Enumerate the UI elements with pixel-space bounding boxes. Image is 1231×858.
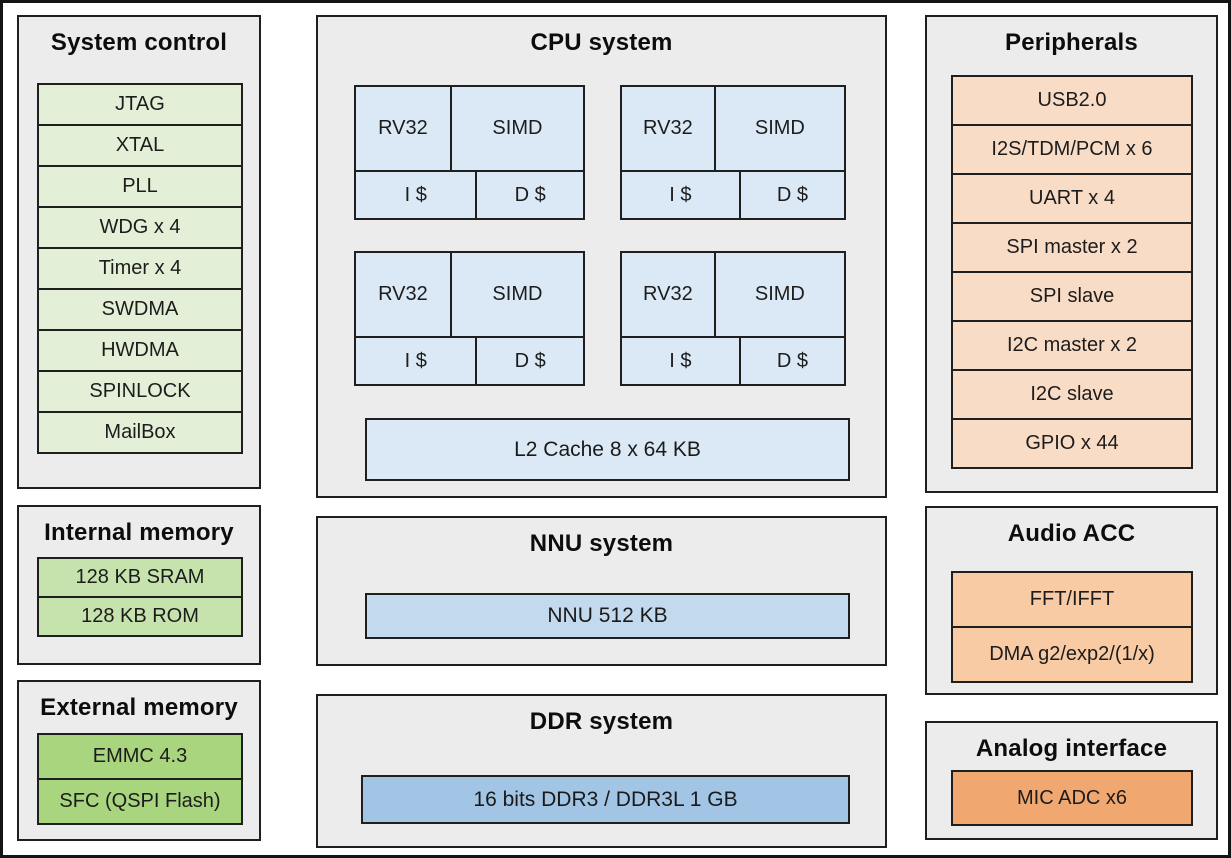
ddr-block: 16 bits DDR3 / DDR3L 1 GB [361, 775, 850, 824]
peripherals-title: Peripherals [1005, 29, 1138, 56]
panel-analog-interface: Analog interface MIC ADC x6 [925, 721, 1218, 840]
nnu-system-title: NNU system [529, 530, 674, 557]
simd-cell: SIMD [449, 251, 585, 338]
block-hwdma: HWDMA [37, 329, 243, 372]
block-spinlock: SPINLOCK [37, 370, 243, 413]
block-xtal: XTAL [37, 124, 243, 167]
icache-cell: I $ [354, 336, 478, 386]
cpu-core-grid: RV32 SIMD I $ D $ RV32 SIMD I $ D $ [354, 85, 848, 386]
simd-cell: SIMD [449, 85, 585, 172]
cpu-core: RV32 SIMD I $ D $ [354, 251, 587, 386]
rv32-cell: RV32 [620, 251, 716, 338]
cpu-core-cache-row: I $ D $ [620, 170, 848, 220]
block-pll: PLL [37, 165, 243, 208]
block-i2c-slave: I2C slave [951, 369, 1193, 420]
block-timer: Timer x 4 [37, 247, 243, 290]
system-control-title: System control [50, 29, 228, 56]
icache-cell: I $ [354, 170, 478, 220]
panel-system-control: System control JTAG XTAL PLL WDG x 4 Tim… [17, 15, 261, 489]
panel-internal-memory: Internal memory 128 KB SRAM 128 KB ROM [17, 505, 261, 665]
block-i2c-master: I2C master x 2 [951, 320, 1193, 371]
cpu-core-cache-row: I $ D $ [354, 170, 587, 220]
block-spi-master: SPI master x 2 [951, 222, 1193, 273]
block-uart: UART x 4 [951, 173, 1193, 224]
cpu-core-top-row: RV32 SIMD [354, 85, 587, 172]
peripherals-stack: USB2.0 I2S/TDM/PCM x 6 UART x 4 SPI mast… [951, 75, 1193, 469]
panel-external-memory: External memory EMMC 4.3 SFC (QSPI Flash… [17, 680, 261, 841]
block-fft: FFT/IFFT [951, 571, 1193, 628]
cpu-system-title: CPU system [530, 29, 673, 56]
block-swdma: SWDMA [37, 288, 243, 331]
internal-memory-title: Internal memory [44, 519, 234, 546]
rv32-cell: RV32 [354, 85, 452, 172]
block-gpio: GPIO x 44 [951, 418, 1193, 469]
block-audio-dma: DMA g2/exp2/(1/x) [951, 626, 1193, 683]
analog-interface-title: Analog interface [975, 735, 1168, 762]
panel-audio-acc: Audio ACC FFT/IFFT DMA g2/exp2/(1/x) [925, 506, 1218, 695]
cpu-core-cache-row: I $ D $ [354, 336, 587, 386]
block-mic-adc: MIC ADC x6 [951, 770, 1193, 826]
dcache-cell: D $ [475, 170, 585, 220]
block-emmc: EMMC 4.3 [37, 733, 243, 780]
cpu-core: RV32 SIMD I $ D $ [620, 251, 848, 386]
block-usb: USB2.0 [951, 75, 1193, 126]
simd-cell: SIMD [713, 85, 846, 172]
cpu-core: RV32 SIMD I $ D $ [354, 85, 587, 220]
cpu-core-cache-row: I $ D $ [620, 336, 848, 386]
dcache-cell: D $ [475, 336, 585, 386]
panel-nnu-system: NNU system NNU 512 KB [316, 516, 887, 666]
panel-cpu-system: CPU system RV32 SIMD I $ D $ RV32 SIMD [316, 15, 887, 498]
block-jtag: JTAG [37, 83, 243, 126]
internal-memory-stack: 128 KB SRAM 128 KB ROM [37, 557, 243, 637]
cpu-core: RV32 SIMD I $ D $ [620, 85, 848, 220]
cpu-core-top-row: RV32 SIMD [620, 85, 848, 172]
system-control-stack: JTAG XTAL PLL WDG x 4 Timer x 4 SWDMA HW… [37, 83, 243, 454]
block-i2s: I2S/TDM/PCM x 6 [951, 124, 1193, 175]
audio-acc-title: Audio ACC [1007, 520, 1136, 547]
panel-ddr-system: DDR system 16 bits DDR3 / DDR3L 1 GB [316, 694, 887, 848]
block-sram: 128 KB SRAM [37, 557, 243, 598]
external-memory-title: External memory [40, 694, 238, 721]
ddr-system-title: DDR system [529, 708, 674, 735]
block-sfc: SFC (QSPI Flash) [37, 778, 243, 825]
rv32-cell: RV32 [620, 85, 716, 172]
dcache-cell: D $ [738, 336, 846, 386]
icache-cell: I $ [620, 170, 741, 220]
cpu-core-top-row: RV32 SIMD [620, 251, 848, 338]
external-memory-stack: EMMC 4.3 SFC (QSPI Flash) [37, 733, 243, 825]
dcache-cell: D $ [738, 170, 846, 220]
l2-cache-block: L2 Cache 8 x 64 KB [365, 418, 850, 481]
block-mailbox: MailBox [37, 411, 243, 454]
nnu-block: NNU 512 KB [365, 593, 850, 639]
audio-acc-stack: FFT/IFFT DMA g2/exp2/(1/x) [951, 571, 1193, 683]
icache-cell: I $ [620, 336, 741, 386]
block-wdg: WDG x 4 [37, 206, 243, 249]
block-rom: 128 KB ROM [37, 596, 243, 637]
analog-interface-stack: MIC ADC x6 [951, 770, 1193, 826]
rv32-cell: RV32 [354, 251, 452, 338]
cpu-core-top-row: RV32 SIMD [354, 251, 587, 338]
panel-peripherals: Peripherals USB2.0 I2S/TDM/PCM x 6 UART … [925, 15, 1218, 493]
block-spi-slave: SPI slave [951, 271, 1193, 322]
simd-cell: SIMD [713, 251, 846, 338]
